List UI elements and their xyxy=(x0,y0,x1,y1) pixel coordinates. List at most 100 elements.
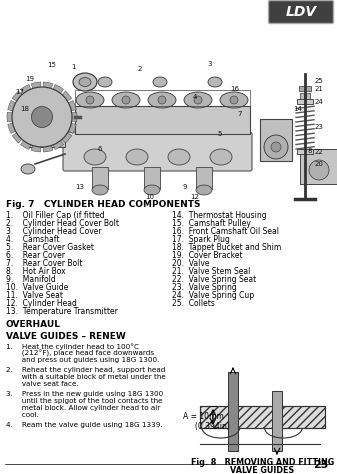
Text: and press out guides using 18G 1300.: and press out guides using 18G 1300. xyxy=(6,357,159,363)
Text: 20.  Valve: 20. Valve xyxy=(172,259,210,268)
Text: 21.  Valve Stem Seal: 21. Valve Stem Seal xyxy=(172,267,250,276)
Bar xyxy=(297,149,313,154)
Text: 3.    Press in the new guide using 18G 1300: 3. Press in the new guide using 18G 1300 xyxy=(6,391,163,397)
Ellipse shape xyxy=(184,92,212,108)
Text: 2.    Cylinder Head Cover Bolt: 2. Cylinder Head Cover Bolt xyxy=(6,219,119,228)
Wedge shape xyxy=(42,84,64,117)
Text: VALVE GUIDES: VALVE GUIDES xyxy=(231,466,295,474)
Text: 4.    Camshaft: 4. Camshaft xyxy=(6,235,60,244)
Wedge shape xyxy=(42,82,53,117)
Text: 6.    Rear Cover: 6. Rear Cover xyxy=(6,251,65,260)
Ellipse shape xyxy=(168,149,190,165)
Circle shape xyxy=(12,87,72,147)
Text: 9: 9 xyxy=(183,184,187,190)
Wedge shape xyxy=(8,117,42,134)
Bar xyxy=(272,391,282,451)
Text: 8.    Hot Air Box: 8. Hot Air Box xyxy=(6,267,66,276)
Text: 12.  Cylinder Head: 12. Cylinder Head xyxy=(6,299,77,308)
Text: 25.  Collets: 25. Collets xyxy=(172,299,215,308)
Text: until the spigot of the tool contacts the: until the spigot of the tool contacts th… xyxy=(6,398,163,404)
Text: A = 10mm
     (0.394in): A = 10mm (0.394in) xyxy=(183,412,230,431)
Text: 1.    Oil Filler Cap (if fitted: 1. Oil Filler Cap (if fitted xyxy=(6,211,104,220)
Text: VALVE GUIDES – RENEW: VALVE GUIDES – RENEW xyxy=(6,332,126,341)
Circle shape xyxy=(264,135,288,159)
Circle shape xyxy=(86,96,94,104)
Text: 13: 13 xyxy=(75,184,85,190)
Text: 23: 23 xyxy=(314,124,324,129)
Bar xyxy=(25,97,65,147)
Text: 11.  Valve Seat: 11. Valve Seat xyxy=(6,291,63,300)
Text: 16: 16 xyxy=(231,86,240,92)
Bar xyxy=(300,149,337,184)
Text: 23: 23 xyxy=(314,460,329,470)
Text: 24.  Valve Spring Cup: 24. Valve Spring Cup xyxy=(172,291,254,300)
Bar xyxy=(92,167,108,189)
Text: 2: 2 xyxy=(138,66,142,72)
Wedge shape xyxy=(12,117,42,143)
Text: (212°F), place head face downwards: (212°F), place head face downwards xyxy=(6,350,154,357)
FancyBboxPatch shape xyxy=(269,0,334,24)
Text: 7.    Rear Cover Bolt: 7. Rear Cover Bolt xyxy=(6,259,83,268)
Wedge shape xyxy=(42,117,76,134)
Text: metal block. Allow cylinder head to air: metal block. Allow cylinder head to air xyxy=(6,405,160,411)
Text: 2.    Reheat the cylinder head, support head: 2. Reheat the cylinder head, support hea… xyxy=(6,367,165,373)
Circle shape xyxy=(158,96,166,104)
Bar xyxy=(200,406,325,428)
Ellipse shape xyxy=(210,149,232,165)
Text: 22: 22 xyxy=(315,149,324,155)
Text: 6: 6 xyxy=(98,146,102,152)
Text: 17.  Spark Plug: 17. Spark Plug xyxy=(172,235,230,244)
Text: Fig. 7   CYLINDER HEAD COMPONENTS: Fig. 7 CYLINDER HEAD COMPONENTS xyxy=(6,200,201,209)
Circle shape xyxy=(309,160,329,180)
Text: 20: 20 xyxy=(314,161,324,167)
Bar xyxy=(300,93,304,99)
Bar xyxy=(200,406,325,428)
Text: 18: 18 xyxy=(21,106,30,112)
Wedge shape xyxy=(42,112,77,122)
Wedge shape xyxy=(42,117,53,152)
Text: Fig. 8   REMOVING AND FITTING: Fig. 8 REMOVING AND FITTING xyxy=(191,458,334,467)
Bar xyxy=(297,99,313,104)
Circle shape xyxy=(230,96,238,104)
Text: 21: 21 xyxy=(314,86,324,92)
Ellipse shape xyxy=(208,77,222,87)
Text: 25: 25 xyxy=(315,78,324,84)
Text: 12: 12 xyxy=(190,194,200,200)
Text: 13.  Temperature Transmitter: 13. Temperature Transmitter xyxy=(6,307,118,316)
Wedge shape xyxy=(42,100,76,117)
Text: LDV: LDV xyxy=(285,5,316,19)
Ellipse shape xyxy=(84,149,106,165)
Text: 18.  Tappet Bucket and Shim: 18. Tappet Bucket and Shim xyxy=(172,243,281,252)
Text: 23.  Valve Spring: 23. Valve Spring xyxy=(172,283,237,292)
Text: with a suitable block of metal under the: with a suitable block of metal under the xyxy=(6,374,166,380)
Text: 10.  Valve Guide: 10. Valve Guide xyxy=(6,283,68,292)
Ellipse shape xyxy=(153,77,167,87)
Ellipse shape xyxy=(196,185,212,195)
Ellipse shape xyxy=(79,78,91,86)
Wedge shape xyxy=(42,91,72,117)
Wedge shape xyxy=(21,84,42,117)
Text: 22.  Valve Spring Seat: 22. Valve Spring Seat xyxy=(172,275,256,284)
Text: 3.    Cylinder Head Cover: 3. Cylinder Head Cover xyxy=(6,227,102,236)
Bar xyxy=(260,119,292,161)
Wedge shape xyxy=(31,82,42,117)
Text: 1.    Heat the cylinder head to 100°C: 1. Heat the cylinder head to 100°C xyxy=(6,343,139,350)
Wedge shape xyxy=(12,91,42,117)
Text: 4.    Ream the valve guide using 18G 1339.: 4. Ream the valve guide using 18G 1339. xyxy=(6,422,163,428)
Text: 19: 19 xyxy=(26,76,34,82)
Text: 9.    Manifold: 9. Manifold xyxy=(6,275,56,284)
Ellipse shape xyxy=(73,73,97,91)
Circle shape xyxy=(31,107,53,128)
Bar xyxy=(144,167,160,189)
Text: 14.  Thermostat Housing: 14. Thermostat Housing xyxy=(172,211,267,220)
Text: 5.    Rear Cover Gasket: 5. Rear Cover Gasket xyxy=(6,243,94,252)
Circle shape xyxy=(271,142,281,152)
Text: 15.  Camshaft Pulley: 15. Camshaft Pulley xyxy=(172,219,251,228)
Text: 4: 4 xyxy=(193,94,197,100)
Bar xyxy=(3,5,334,195)
Ellipse shape xyxy=(144,185,160,195)
Bar xyxy=(75,90,250,106)
Bar xyxy=(306,93,310,99)
Ellipse shape xyxy=(98,77,112,87)
Text: 16.  Front Camshaft Oil Seal: 16. Front Camshaft Oil Seal xyxy=(172,227,279,236)
